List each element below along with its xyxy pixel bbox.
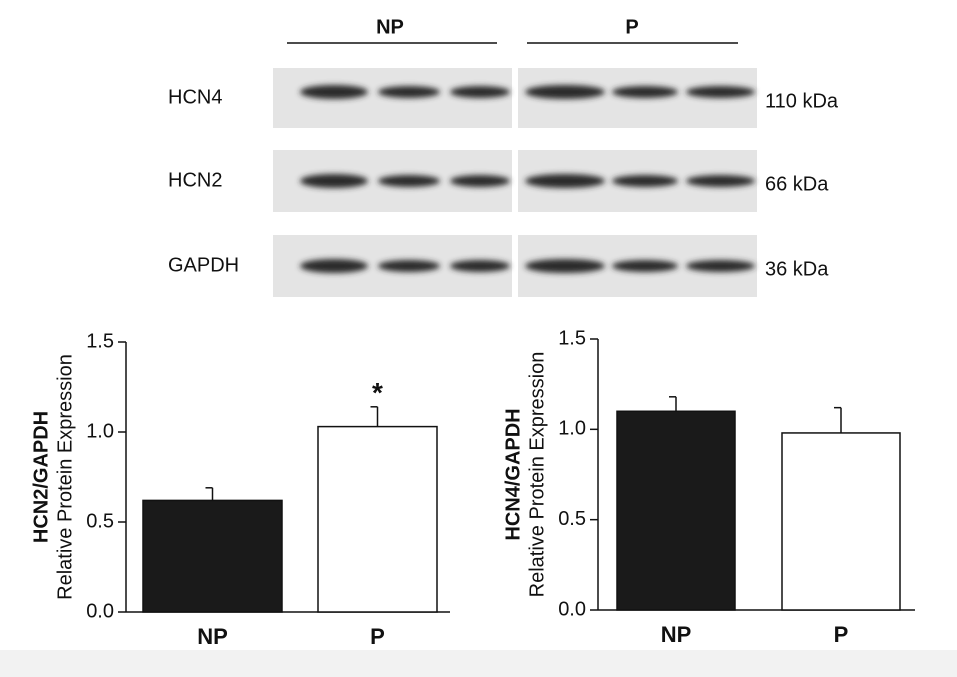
y-axis-subtitle: Relative Protein Expression [54,354,76,600]
size-label: 36 kDa [765,258,829,280]
y-axis-title: HCN2/GAPDH [30,411,52,543]
y-tick-label: 1.0 [558,418,586,440]
y-axis-subtitle: Relative Protein Expression [526,352,548,598]
row-label: HCN4 [168,86,222,108]
blot-band [378,175,440,187]
blot-band [300,259,368,273]
western-blot: NP P HCN4 110 kDa HCN2 66 kDa GAPDH 36 kDa [168,16,839,297]
y-tick-label: 0.0 [558,598,586,620]
blot-band [612,260,678,272]
x-tick-label: P [370,624,385,649]
bar [317,425,438,613]
blot-band [686,175,755,187]
blot-band [450,175,510,187]
blot-band [450,86,510,98]
y-tick-label: 0.0 [86,600,114,622]
x-tick-label: NP [197,624,228,649]
bar [616,410,736,611]
bar [781,432,901,611]
blot-band [612,86,678,98]
group-label: P [625,16,638,38]
y-tick-label: 0.5 [86,510,114,532]
size-label: 66 kDa [765,173,829,195]
footer-band [0,650,957,677]
blot-band [686,260,755,272]
blot-band [525,85,605,99]
blot-band [525,259,605,273]
y-tick-label: 0.5 [558,508,586,530]
blot-band [450,260,510,272]
y-tick-label: 1.0 [86,420,114,442]
blot-band [378,260,440,272]
size-label: 110 kDa [765,90,839,112]
significance-mark: * [372,377,383,408]
row-label: HCN2 [168,169,222,191]
blot-band [612,175,678,187]
blot-band [378,86,440,98]
y-tick-label: 1.5 [558,327,586,349]
blot-band [525,174,605,188]
bar [142,499,283,613]
group-label: NP [376,16,404,38]
blot-panel [273,68,512,128]
blot-band [686,86,755,98]
y-tick-label: 1.5 [86,330,114,352]
x-tick-label: P [834,622,849,647]
blot-band [300,174,368,188]
x-tick-label: NP [661,622,692,647]
y-axis-title: HCN4/GAPDH [502,408,524,540]
row-label: GAPDH [168,254,239,276]
blot-band [300,85,368,99]
